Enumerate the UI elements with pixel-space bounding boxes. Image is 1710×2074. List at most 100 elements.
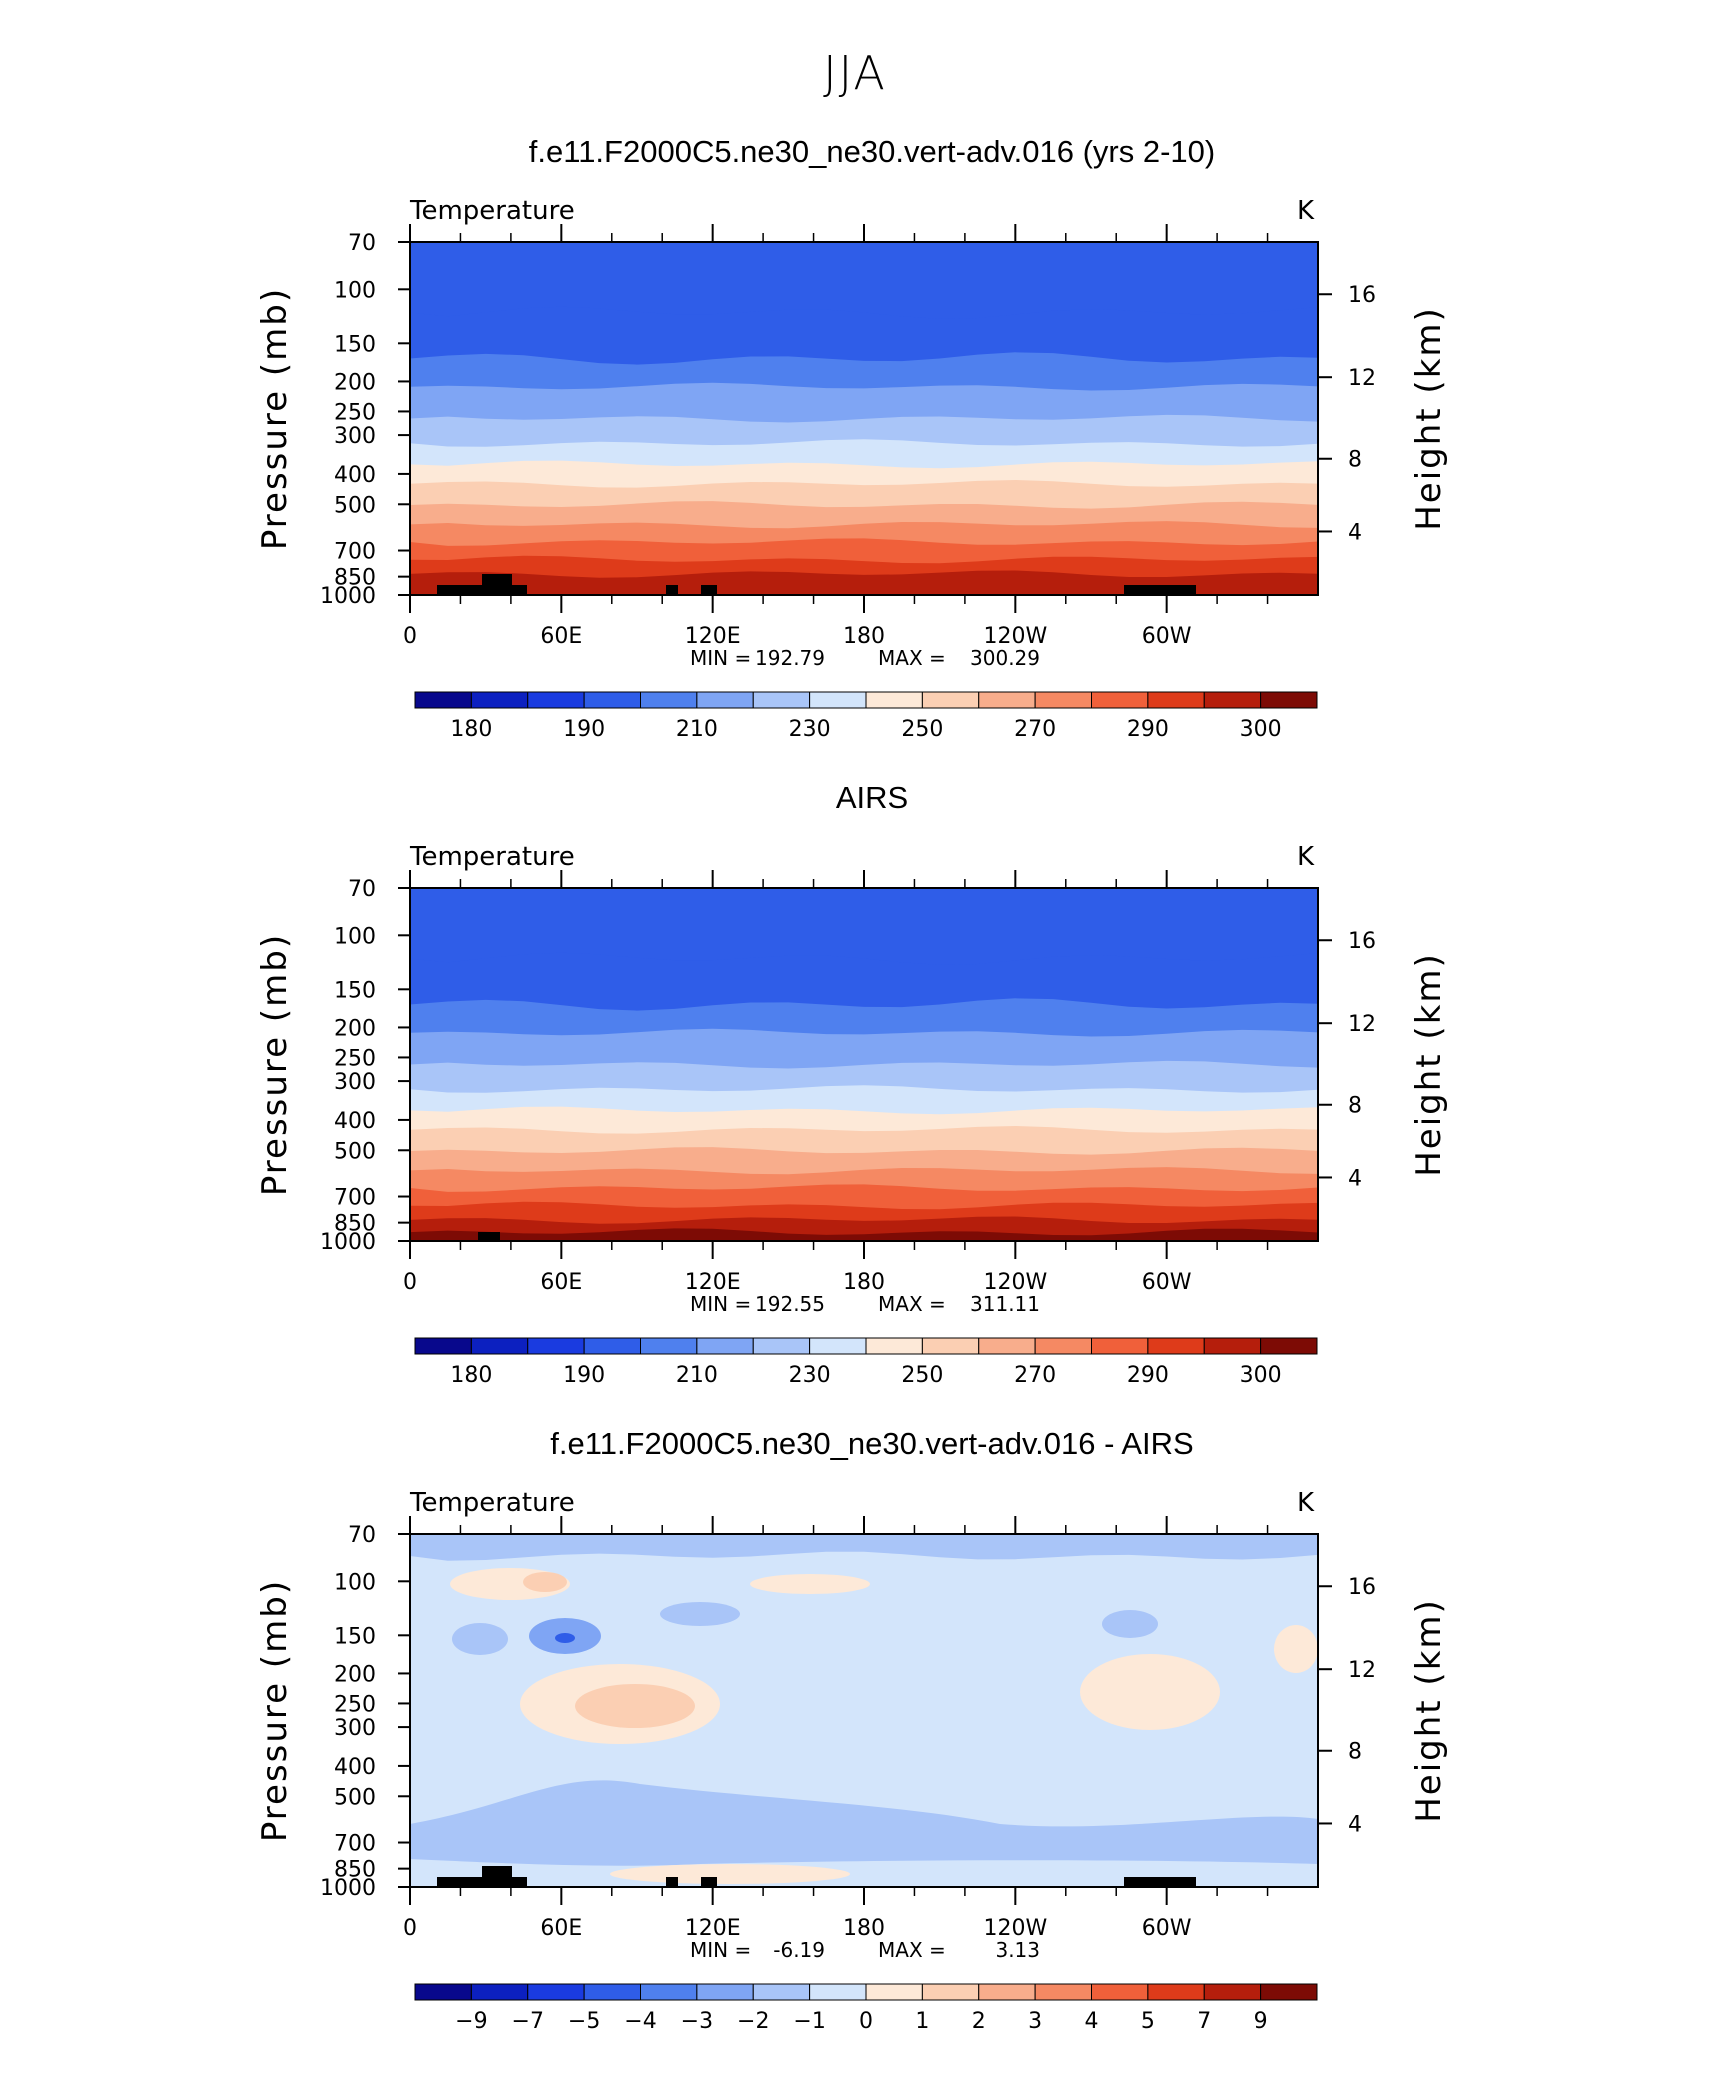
y-right-tick-label: 8	[1348, 448, 1362, 473]
y-right-tick-label: 8	[1348, 1740, 1362, 1765]
contour-blob	[750, 1574, 870, 1594]
stat-max-value: 3.13	[995, 1938, 1040, 1962]
colorbar-swatch	[527, 691, 585, 709]
colorbar-label: 1	[915, 2009, 929, 2034]
colorbar-swatch	[1147, 691, 1205, 709]
colorbar-swatch	[1260, 1337, 1318, 1355]
x-tick-label: 60W	[1142, 624, 1192, 649]
colorbar-swatch	[527, 1983, 585, 2001]
x-tick-label: 120W	[983, 1270, 1047, 1295]
units-label: K	[1297, 196, 1315, 226]
colorbar-swatch	[470, 1983, 529, 2001]
panel-2: AIRS Temperature K 0 60E 120E 180 120W 60W 70 100 1…	[255, 780, 1449, 1388]
y-tick-label: 100	[334, 924, 376, 949]
colorbar-swatch	[696, 691, 754, 709]
variable-label: Temperature	[409, 1488, 575, 1518]
y-tick-label: 850	[334, 566, 376, 591]
y-tick-label: 300	[334, 1070, 376, 1095]
contour-blob	[555, 1633, 575, 1643]
colorbar-label: −7	[512, 2009, 544, 2034]
colorbar-swatch	[1091, 1983, 1149, 2001]
terrain-mask	[701, 1877, 717, 1887]
colorbar-label: −9	[455, 2009, 487, 2034]
y-right-tick-label: 8	[1348, 1094, 1362, 1119]
colorbar-swatch	[978, 691, 1036, 709]
colorbar-label: −4	[624, 2009, 656, 2034]
colorbar-swatch	[583, 691, 641, 709]
y-tick-label: 1000	[320, 1230, 376, 1255]
y-tick-label: 300	[334, 424, 376, 449]
colorbar-swatch	[414, 1983, 472, 2001]
terrain-mask	[478, 1232, 500, 1241]
colorbar-label: 2	[972, 2009, 986, 2034]
y-tick-label: 1000	[320, 584, 376, 609]
y-tick-label: 200	[334, 1662, 376, 1687]
colorbar-swatch	[414, 1337, 472, 1355]
colorbar-label: 300	[1240, 717, 1282, 742]
colorbar-label: 210	[676, 1363, 718, 1388]
x-tick-label: 120E	[685, 624, 741, 649]
colorbar-swatch	[696, 1337, 754, 1355]
colorbar-label: 9	[1254, 2009, 1268, 2034]
y-right-tick-label: 12	[1348, 366, 1376, 391]
colorbar-swatch	[640, 691, 698, 709]
colorbar-swatch	[752, 1983, 811, 2001]
colorbar-swatch	[470, 1337, 529, 1355]
stat-max-value: 300.29	[970, 646, 1040, 670]
colorbar-swatch	[1147, 1983, 1205, 2001]
x-tick-label: 120E	[685, 1916, 741, 1941]
y-right-axis-label: Height (km)	[1409, 306, 1449, 531]
colorbar-label: 290	[1127, 1363, 1169, 1388]
colorbar-label: 190	[563, 1363, 605, 1388]
colorbar-label: 190	[563, 717, 605, 742]
colorbar-label: 230	[789, 717, 831, 742]
y-tick-label: 500	[334, 493, 376, 518]
colorbar-label: 0	[859, 2009, 873, 2034]
stat-min-value: -6.19	[773, 1938, 825, 1962]
x-tick-label: 120W	[983, 624, 1047, 649]
colorbar-swatch	[865, 1983, 923, 2001]
colorbar-swatch	[809, 691, 867, 709]
contour-band	[410, 1780, 1318, 1866]
colorbar-swatch	[640, 1337, 698, 1355]
y-tick-label: 150	[334, 332, 376, 357]
colorbar-label: 270	[1014, 717, 1056, 742]
y-right-axis-label: Height (km)	[1409, 952, 1449, 1177]
colorbar-swatch	[978, 1337, 1036, 1355]
terrain-mask	[512, 585, 527, 595]
contour-blob	[575, 1684, 695, 1728]
y-tick-label: 150	[334, 1624, 376, 1649]
colorbar-swatch	[640, 1983, 698, 2001]
x-tick-label: 60W	[1142, 1916, 1192, 1941]
x-tick-label: 180	[843, 624, 885, 649]
panel-3: f.e11.F2000C5.ne30_ne30.vert-adv.016 - A…	[255, 1426, 1449, 2034]
x-tick-label: 120W	[983, 1916, 1047, 1941]
contour-blob	[660, 1602, 740, 1626]
colorbar-swatch	[583, 1983, 641, 2001]
colorbar-swatch	[1091, 691, 1149, 709]
x-tick-label: 0	[403, 1916, 417, 1941]
y-tick-label: 250	[334, 1046, 376, 1071]
y-right-tick-label: 4	[1348, 1812, 1362, 1837]
y-tick-label: 850	[334, 1212, 376, 1237]
colorbar-label: 250	[901, 1363, 943, 1388]
terrain-mask	[482, 1866, 512, 1887]
y-axis-label: Pressure (mb)	[255, 933, 295, 1196]
stat-min-label: MIN =	[690, 1938, 751, 1962]
contour-blob	[452, 1623, 508, 1655]
colorbar-label: 270	[1014, 1363, 1056, 1388]
colorbar-swatch	[809, 1983, 867, 2001]
stat-min-label: MIN =	[690, 1292, 751, 1316]
x-tick-label: 0	[403, 1270, 417, 1295]
colorbar-label: −5	[568, 2009, 600, 2034]
colorbar-swatch	[752, 1337, 811, 1355]
y-right-tick-label: 4	[1348, 1166, 1362, 1191]
terrain-mask	[666, 585, 678, 595]
stat-min-value: 192.55	[755, 1292, 825, 1316]
colorbar-swatch	[1203, 691, 1262, 709]
y-axis-label: Pressure (mb)	[255, 287, 295, 550]
colorbar-swatch	[1034, 1983, 1092, 2001]
colorbar-label: 3	[1028, 2009, 1042, 2034]
panel-title: AIRS	[836, 780, 908, 815]
